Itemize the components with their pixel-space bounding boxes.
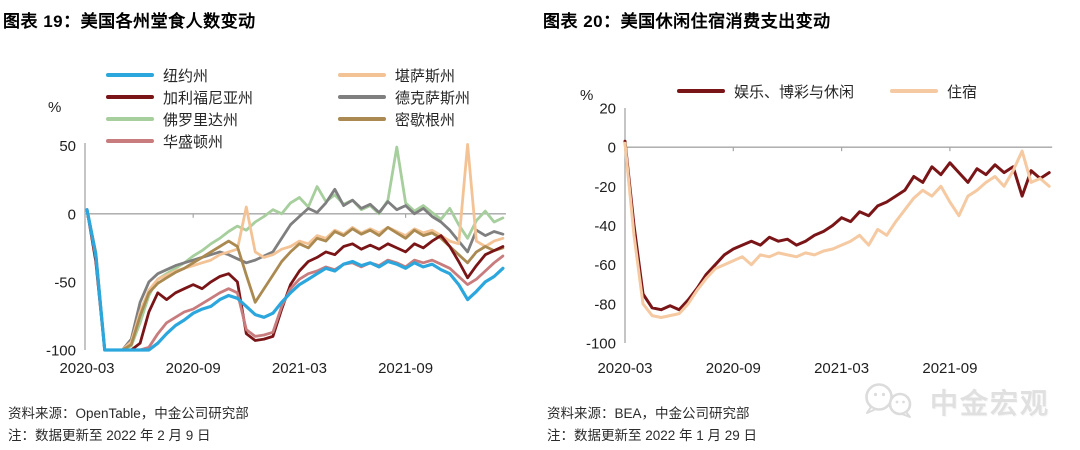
legend-swatch [338, 73, 386, 77]
series-line [85, 187, 505, 352]
series-line [85, 208, 505, 352]
legend-label: 华盛顿州 [163, 133, 224, 151]
note-text: 注：数据更新至 2022 年 2 月 9 日 [8, 428, 211, 443]
legend-label: 加利福尼亚州 [163, 89, 254, 107]
y-tick-label: -20 [594, 179, 616, 196]
figure-20-panel: 图表 20：美国休闲住宿消费支出变动 娱乐、博彩与休闲 住宿 20 0 -20 -40… [540, 0, 1080, 450]
x-tick-label: 2021-09 [378, 360, 433, 377]
watermark-text: 中金宏观 [929, 388, 1050, 419]
x-tick-label: 2020-03 [597, 360, 652, 377]
legend-item: 密歇根州 [338, 108, 470, 130]
x-tick-label: 2020-03 [59, 360, 114, 377]
chart-legend: 纽约州 加利福尼亚州 佛罗里达州 华盛顿州 堪萨斯州 德克萨斯州 密歇根州 [106, 64, 470, 152]
note-text: 注：数据更新至 2022 年 1 月 29 日 [547, 428, 758, 443]
unit-label: % [580, 87, 593, 104]
y-tick-label: -100 [46, 343, 76, 360]
y-tick-label: 0 [68, 206, 76, 223]
wechat-icon [865, 383, 912, 418]
legend-swatch [338, 95, 386, 99]
y-tick-label: -50 [54, 274, 76, 291]
y-tick-label: -100 [586, 336, 616, 353]
legend-swatch [106, 117, 154, 121]
legend-label: 德克萨斯州 [395, 89, 471, 107]
source-text: 资料来源：OpenTable，中金公司研究部 [8, 406, 249, 421]
x-tick-label: 2020-09 [166, 360, 221, 377]
legend-label: 佛罗里达州 [163, 111, 239, 129]
y-tick-label: 20 [599, 101, 616, 118]
legend-label: 娱乐、博彩与休闲 [734, 83, 855, 101]
legend-item: 堪萨斯州 [338, 64, 470, 86]
chart-legend: 娱乐、博彩与休闲 住宿 [677, 80, 977, 102]
unit-label: % [48, 99, 61, 116]
legend-item: 住宿 [890, 80, 977, 102]
legend-item: 加利福尼亚州 [106, 86, 338, 108]
legend-label: 密歇根州 [395, 111, 456, 129]
legend-item: 华盛顿州 [106, 130, 338, 152]
legend-label: 堪萨斯州 [395, 67, 456, 85]
series-line [85, 143, 505, 352]
chart-title: 图表 19：美国各州堂食人数变动 [3, 12, 256, 31]
series-line [85, 208, 505, 352]
figure-19-panel: 图表 19：美国各州堂食人数变动 纽约州 加利福尼亚州 佛罗里达州 华盛顿州 堪… [3, 12, 506, 443]
x-tick-label: 2020-09 [706, 360, 761, 377]
legend-item: 纽约州 [106, 64, 338, 86]
x-tick-label: 2021-03 [272, 360, 327, 377]
y-tick-label: -60 [594, 257, 616, 274]
y-tick-label: -80 [594, 296, 616, 313]
legend-label: 住宿 [947, 83, 978, 101]
legend-swatch [677, 89, 725, 93]
y-tick-label: 0 [608, 140, 616, 157]
legend-swatch [890, 89, 939, 93]
series-line [85, 208, 505, 352]
legend-swatch [338, 117, 386, 121]
watermark: 中金宏观 [862, 381, 1050, 423]
x-tick-label: 2021-03 [814, 360, 869, 377]
legend-item: 德克萨斯州 [338, 86, 470, 108]
legend-swatch [106, 139, 154, 143]
chart-title: 图表 20：美国休闲住宿消费支出变动 [543, 12, 831, 31]
legend-swatch [106, 73, 154, 77]
legend-label: 纽约州 [163, 67, 209, 85]
legend-item: 佛罗里达州 [106, 108, 338, 130]
legend-swatch [106, 95, 154, 99]
y-tick-label: 50 [59, 138, 76, 155]
series-line [623, 141, 1051, 319]
source-text: 资料来源：BEA，中金公司研究部 [547, 406, 750, 421]
line-chart-svg: 20 0 -20 -40 -60 -80 -100 2020-03 2020-09 2021-03… [580, 87, 1053, 377]
series-line [623, 139, 1051, 312]
legend-item: 娱乐、博彩与休闲 [677, 80, 854, 102]
y-tick-label: -40 [594, 218, 616, 235]
series-line [85, 208, 505, 352]
x-tick-label: 2021-09 [922, 360, 977, 377]
